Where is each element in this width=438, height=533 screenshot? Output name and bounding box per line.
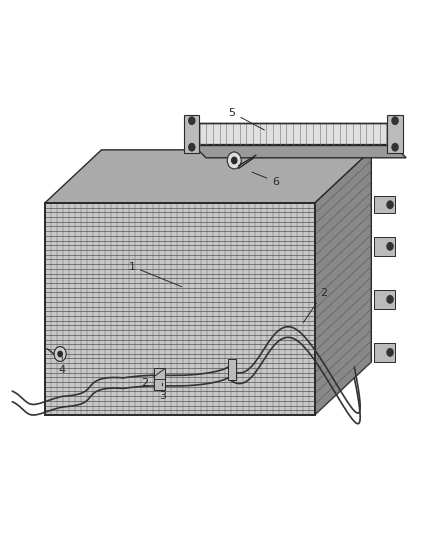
Circle shape [387,349,393,356]
Text: 1: 1 [128,262,182,287]
Text: 5: 5 [229,108,265,130]
Polygon shape [228,359,236,381]
Polygon shape [374,290,395,309]
Polygon shape [193,144,406,158]
Circle shape [189,143,195,151]
Polygon shape [388,115,403,152]
Polygon shape [154,368,165,390]
Circle shape [54,346,66,361]
Circle shape [387,296,393,303]
Polygon shape [315,150,371,415]
Text: 6: 6 [252,172,279,187]
Polygon shape [184,115,199,152]
Text: 2: 2 [141,369,165,388]
Polygon shape [374,343,395,362]
Text: 3: 3 [159,383,166,401]
Text: 4: 4 [59,357,66,375]
Text: 2: 2 [303,288,327,322]
Polygon shape [45,150,371,203]
Circle shape [58,351,62,357]
Polygon shape [193,123,393,144]
Circle shape [227,152,241,169]
Circle shape [189,117,195,124]
Circle shape [387,201,393,208]
Circle shape [387,243,393,250]
Circle shape [232,157,237,164]
Polygon shape [374,196,395,214]
Polygon shape [45,203,315,415]
Circle shape [392,117,398,124]
Polygon shape [374,237,395,256]
Circle shape [392,143,398,151]
